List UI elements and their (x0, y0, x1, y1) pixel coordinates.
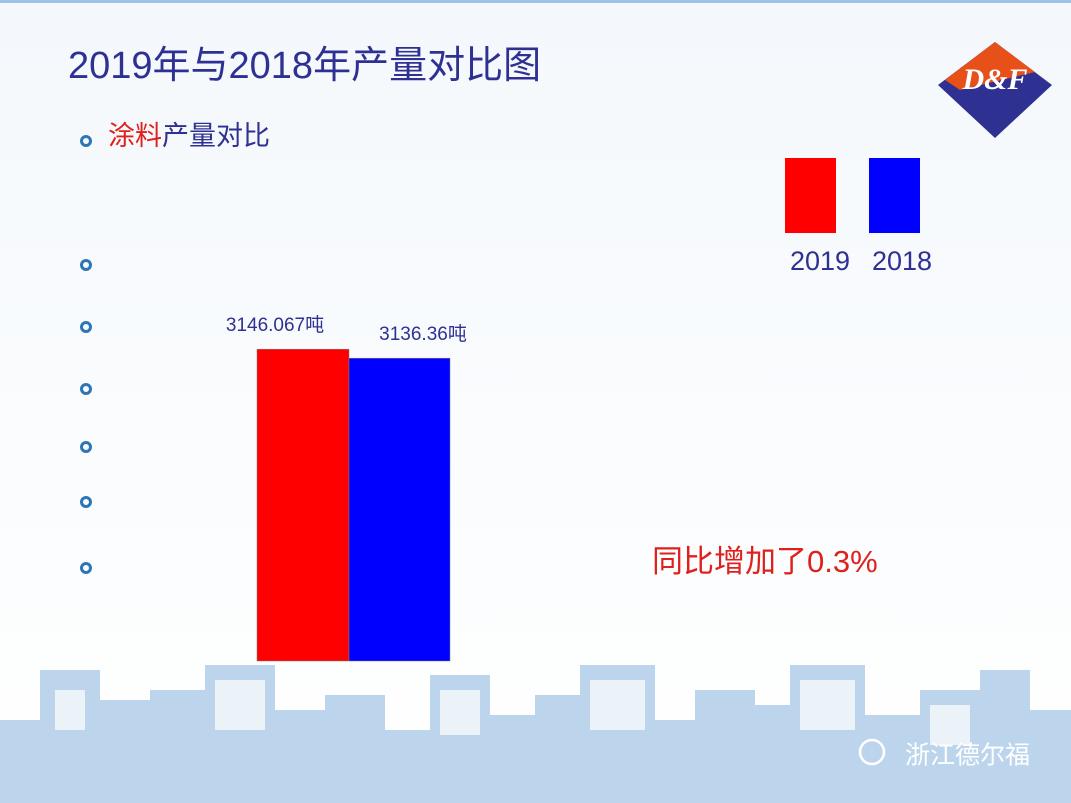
logo-text: D&F (961, 63, 1027, 96)
annotation: 同比增加了0.3% (652, 544, 878, 579)
top-border (0, 0, 1071, 3)
legend-swatch (869, 158, 920, 233)
legend-label: 2019 (790, 246, 850, 276)
value-label: 3146.067吨 (226, 314, 324, 336)
title: 2019年与2018年产量对比图 (68, 45, 541, 87)
windows (55, 680, 970, 745)
bar (348, 357, 451, 662)
wechat-icon (858, 738, 886, 766)
watermark: 浙江德尔福 (905, 742, 1030, 770)
subtitle-highlight: 涂料 (108, 121, 162, 151)
bullets (80, 135, 92, 574)
subtitle: 涂料产量对比 (108, 121, 270, 151)
bar (256, 348, 350, 662)
value-label: 3136.36吨 (379, 323, 467, 345)
legend-swatch (785, 158, 836, 233)
legend-label: 2018 (872, 246, 932, 276)
city-skyline (0, 665, 1071, 803)
subtitle-rest: 产量对比 (162, 121, 270, 151)
logo: D&F (938, 42, 1052, 138)
watermark-group: 浙江德尔福 (858, 738, 1030, 770)
